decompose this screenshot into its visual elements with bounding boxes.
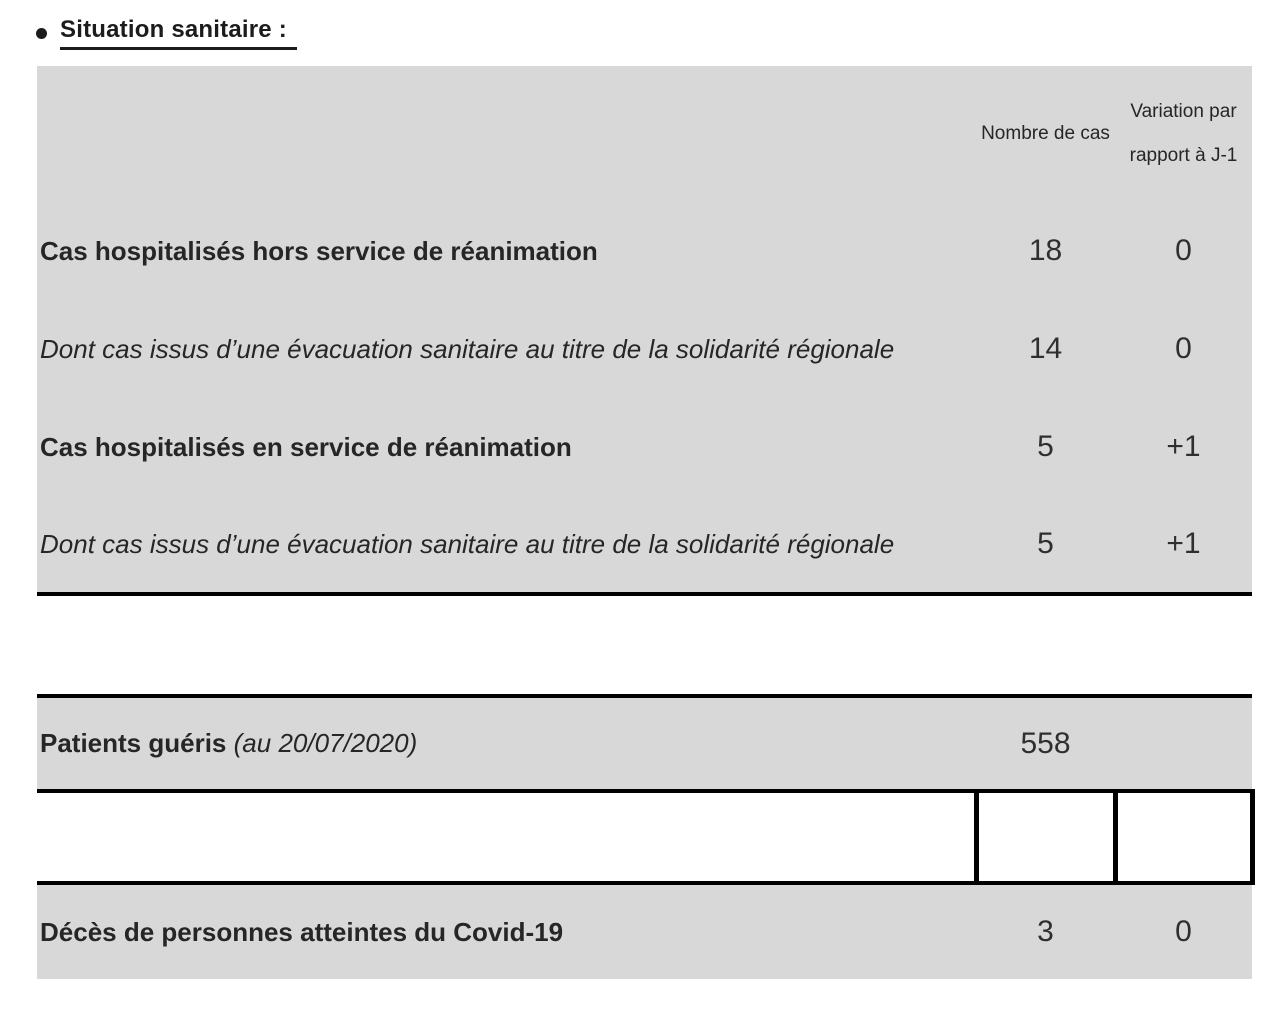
page-title: Situation sanitaire : <box>60 16 297 50</box>
recovered-label-main: Patients guéris <box>40 728 227 758</box>
cases-value: 5 <box>1037 430 1054 463</box>
row-label: Dont cas issus d’une évacuation sanitair… <box>40 528 895 559</box>
recovered-deaths-table: Patients guéris (au 20/07/2020) 558 Décè… <box>37 694 1255 979</box>
variation-value: 0 <box>1175 234 1192 267</box>
cases-value: 14 <box>1028 332 1063 365</box>
deaths-row: Décès de personnes atteintes du Covid-19… <box>37 883 1252 979</box>
cases-value: 18 <box>1028 234 1063 267</box>
header-empty <box>37 66 976 202</box>
empty-box-cases <box>973 791 1115 885</box>
cases-value: 5 <box>1037 527 1054 560</box>
variation-value: 0 <box>1175 332 1192 365</box>
health-situation-table: Nombre de cas Variation par rapport à J-… <box>37 66 1252 596</box>
row-label: Cas hospitalisés hors service de réanima… <box>40 235 598 266</box>
variation-value: +1 <box>1166 430 1201 463</box>
deaths-label: Décès de personnes atteintes du Covid-19 <box>37 883 976 979</box>
recovered-label: Patients guéris (au 20/07/2020) <box>37 696 976 793</box>
deaths-variation-value: 0 <box>1115 883 1252 979</box>
bullet-icon <box>36 27 47 39</box>
table-row: Dont cas issus d’une évacuation sanitair… <box>37 496 1252 594</box>
recovered-cases-value: 558 <box>976 696 1115 793</box>
table-row: Cas hospitalisés hors service de réanima… <box>37 202 1252 300</box>
header-variation-line2: rapport à J-1 <box>1129 145 1238 166</box>
header-variation: Variation par rapport à J-1 <box>1115 66 1252 202</box>
recovered-variation-value <box>1115 696 1252 793</box>
empty-box-variation <box>1112 791 1255 885</box>
row-label: Dont cas issus d’une évacuation sanitair… <box>40 333 895 364</box>
header-variation-line1: Variation par <box>1130 101 1237 122</box>
table-header-row: Nombre de cas Variation par rapport à J-… <box>37 66 1252 202</box>
table-row: Cas hospitalisés en service de réanimati… <box>37 398 1252 496</box>
recovered-row: Patients guéris (au 20/07/2020) 558 <box>37 696 1252 793</box>
row-label: Cas hospitalisés en service de réanimati… <box>40 431 572 462</box>
spacer-row <box>37 791 1255 885</box>
deaths-cases-value: 3 <box>976 883 1115 979</box>
table-row: Dont cas issus d’une évacuation sanitair… <box>37 300 1252 398</box>
header-number-of-cases: Nombre de cas <box>981 123 1110 144</box>
section-heading: Situation sanitaire : <box>36 0 1272 50</box>
spacer-cell <box>37 791 976 885</box>
table-gap <box>0 596 1272 694</box>
recovered-label-date: (au 20/07/2020) <box>233 728 418 758</box>
variation-value: +1 <box>1166 527 1201 560</box>
